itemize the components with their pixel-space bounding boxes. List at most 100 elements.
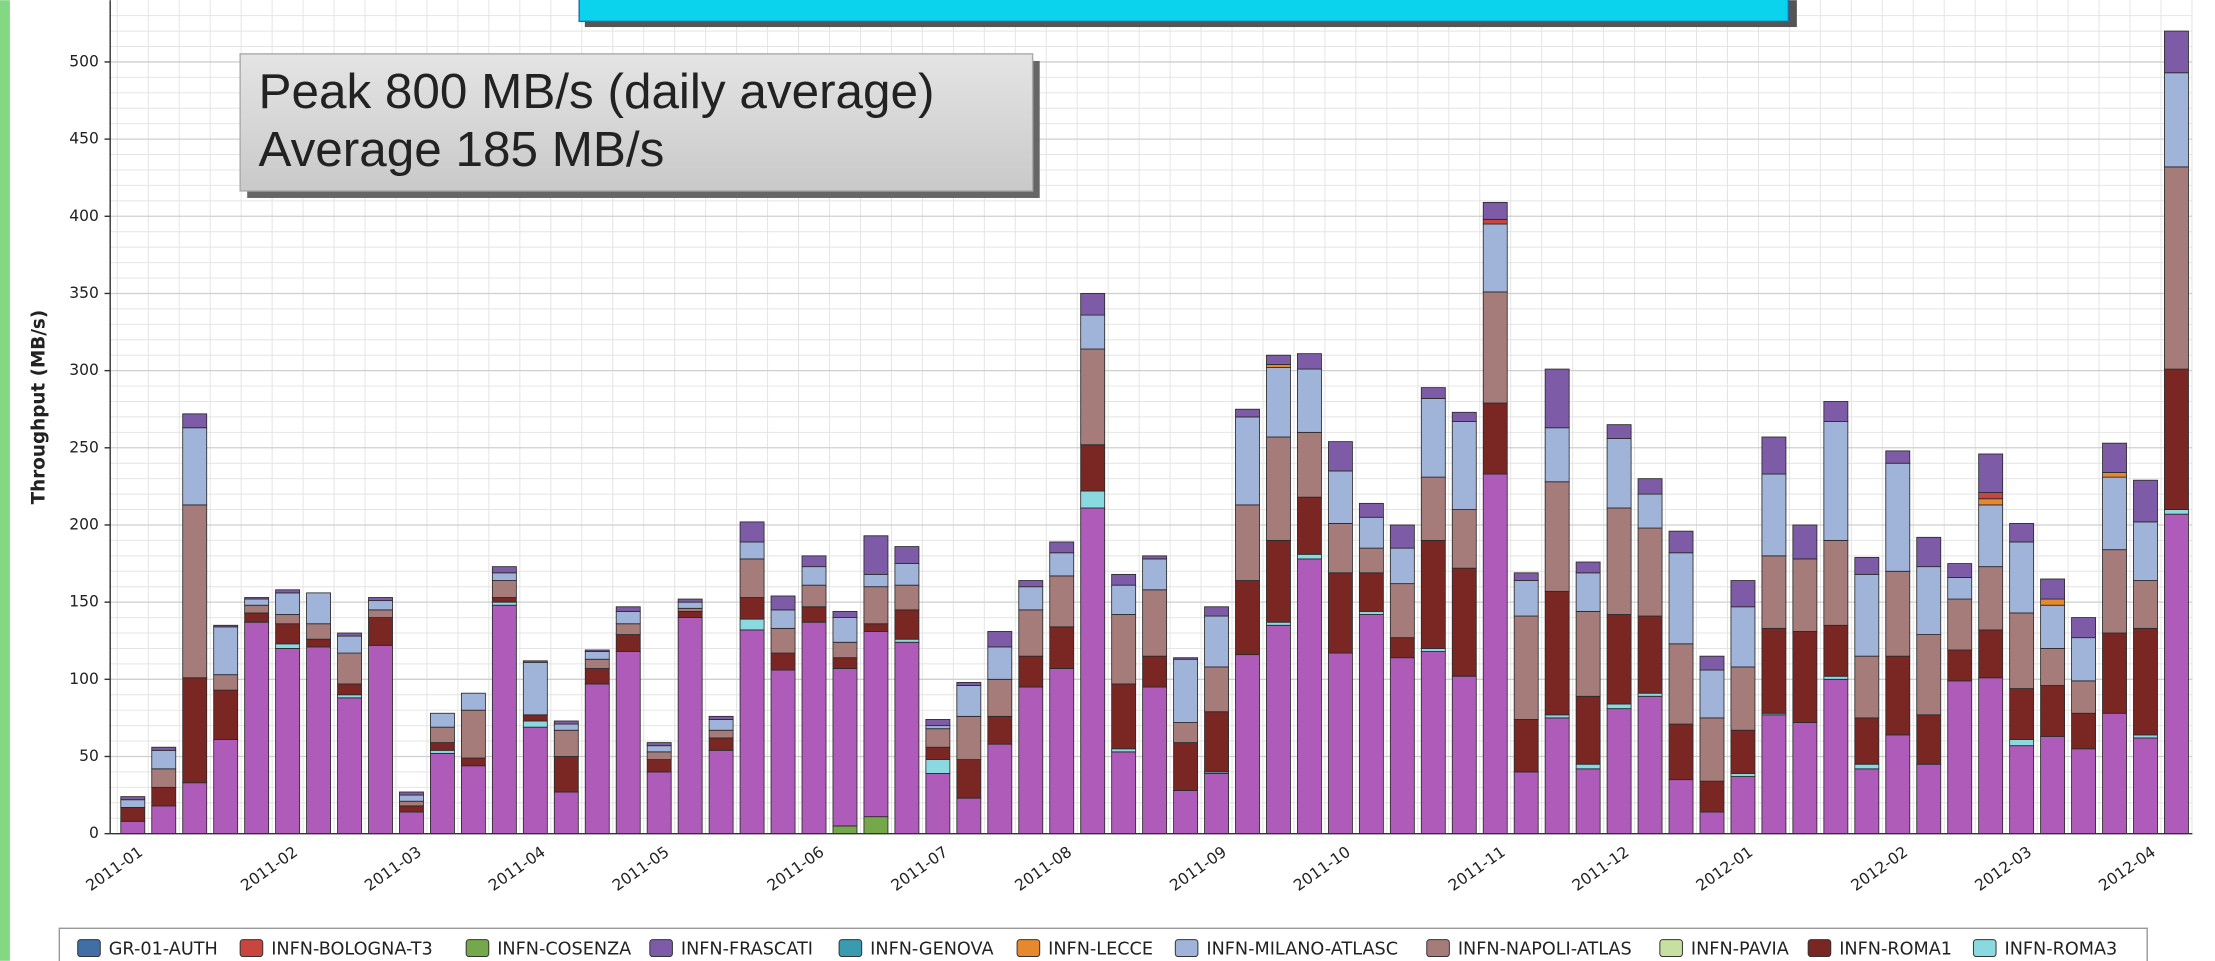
bar-segment: [1823, 401, 1849, 422]
legend-box: [58, 927, 2148, 961]
bar-segment: [1730, 580, 1756, 608]
bar-segment: [1389, 657, 1415, 835]
bar-segment: [1854, 573, 1880, 657]
legend-label: INFN-LECCE: [1048, 939, 1153, 959]
bar-segment: [708, 729, 734, 739]
bar-segment: [646, 742, 672, 747]
bar-segment: [1080, 293, 1106, 316]
bar-segment: [1916, 634, 1942, 716]
bar-segment: [244, 598, 270, 606]
bar-segment: [677, 607, 703, 612]
bar-segment: [1885, 570, 1911, 657]
bar-segment: [1358, 572, 1384, 612]
bar-segment: [1637, 692, 1663, 697]
legend-swatch: [1972, 939, 1997, 958]
bar-segment: [1761, 555, 1787, 629]
bar-segment: [1111, 584, 1137, 615]
bar-segment: [1792, 631, 1818, 723]
bar-segment: [925, 746, 951, 760]
bar-segment: [1575, 768, 1601, 835]
bar-segment: [553, 720, 579, 725]
y-tick-label: 150: [69, 593, 99, 611]
bar-segment: [275, 648, 301, 835]
bar-segment: [120, 806, 146, 822]
bar-segment: [708, 715, 734, 720]
bar-segment: [1792, 524, 1818, 560]
bar-segment: [1668, 643, 1694, 725]
bar-segment: [399, 791, 424, 796]
bar-segment: [1978, 453, 2004, 493]
bar-segment: [801, 606, 827, 623]
bar-segment: [987, 715, 1013, 745]
bar-segment: [1420, 397, 1446, 478]
bar-segment: [615, 606, 641, 612]
bar-segment: [1544, 714, 1570, 719]
bar-segment: [2164, 72, 2189, 168]
bar-segment: [1173, 658, 1199, 723]
bar-segment: [1327, 572, 1353, 654]
bar-segment: [1947, 577, 1973, 600]
bar-segment: [987, 631, 1013, 648]
bar-segment: [1173, 742, 1199, 791]
y-tick-label: 500: [69, 52, 99, 70]
bar-segment: [1916, 763, 1942, 835]
bar-segment: [832, 668, 858, 827]
bar-segment: [1513, 572, 1539, 581]
bar-segment: [2040, 598, 2066, 606]
bar-segment: [1327, 523, 1353, 574]
bar-segment: [1204, 773, 1229, 835]
bar-segment: [1297, 553, 1322, 560]
bar-segment: [1389, 583, 1415, 639]
bar-segment: [739, 521, 765, 543]
bar-segment: [1854, 768, 1880, 835]
bar-segment: [1947, 563, 1973, 578]
bar-segment: [1947, 649, 1973, 682]
bar-segment: [1761, 436, 1787, 475]
bar-segment: [244, 597, 270, 600]
bar-segment: [1916, 536, 1942, 568]
bar-segment: [553, 729, 579, 757]
bar-segment: [1978, 498, 2004, 506]
bar-segment: [1792, 722, 1818, 835]
bar-segment: [430, 752, 455, 835]
y-tick-label: 350: [69, 284, 99, 302]
bar-segment: [399, 811, 424, 835]
bar-segment: [801, 621, 827, 835]
bar-segment: [863, 623, 889, 632]
bar-segment: [460, 709, 486, 759]
bar-segment: [213, 689, 239, 740]
bar-segment: [1730, 729, 1756, 774]
bar-segment: [2133, 734, 2158, 739]
bar-segment: [337, 694, 362, 699]
bar-segment: [615, 651, 641, 835]
bar-segment: [430, 712, 455, 728]
bar-segment: [1730, 776, 1756, 835]
bar-segment: [1142, 558, 1168, 591]
bar-segment: [213, 626, 239, 676]
bar-segment: [1699, 669, 1725, 719]
legend-swatch: [838, 939, 863, 958]
bar-segment: [522, 661, 548, 716]
bar-segment: [430, 742, 455, 751]
bar-segment: [1389, 637, 1415, 659]
y-tick-label: 250: [69, 438, 99, 456]
y-tick-label: 100: [69, 670, 99, 688]
bar-segment: [1173, 657, 1199, 660]
bar-segment: [1885, 462, 1911, 572]
legend-swatch: [239, 939, 264, 958]
bar-segment: [1420, 648, 1446, 652]
legend-label: INFN-ROMA3: [2005, 939, 2118, 959]
bar-segment: [368, 600, 393, 611]
bar-segment: [522, 714, 548, 722]
bar-segment: [615, 634, 641, 652]
legend-label: INFN-GENOVA: [870, 939, 993, 959]
bar-segment: [368, 617, 393, 646]
bar-segment: [956, 715, 982, 760]
bar-segment: [1018, 609, 1044, 657]
bar-segment: [1266, 539, 1291, 623]
bar-segment: [120, 820, 146, 835]
bar-segment: [677, 617, 703, 835]
bar-segment: [2102, 442, 2127, 473]
bar-segment: [213, 624, 239, 628]
bar-segment: [894, 641, 920, 835]
